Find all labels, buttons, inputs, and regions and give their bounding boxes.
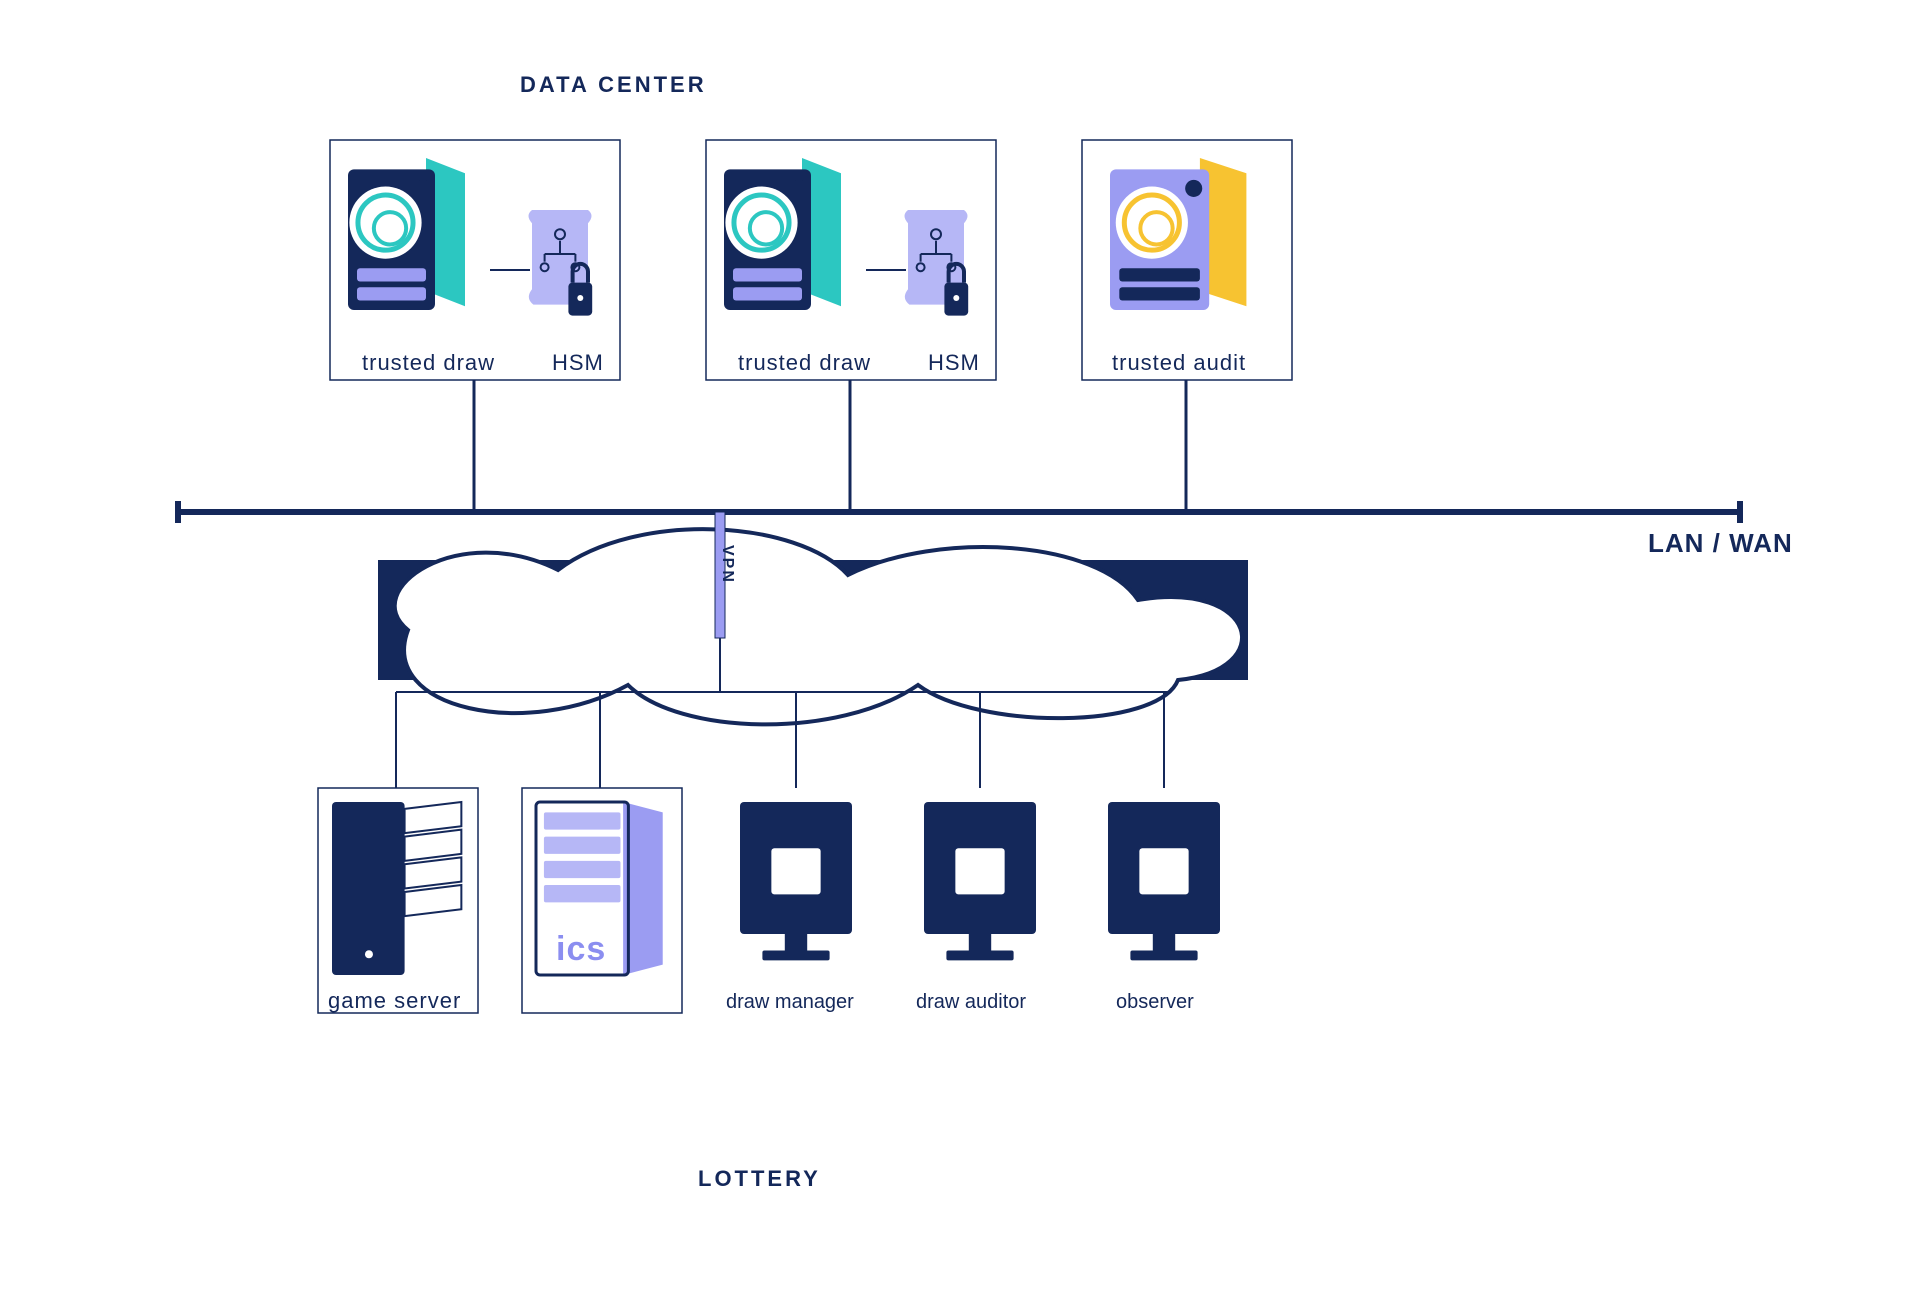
node-label-td1: trusted draw bbox=[362, 350, 495, 375]
monitor-icon bbox=[924, 802, 1036, 960]
node-label-td2: trusted draw bbox=[738, 350, 871, 375]
server-icon bbox=[1110, 158, 1246, 310]
section-title-datacenter: DATA CENTER bbox=[520, 72, 707, 97]
vpn-cloud-icon bbox=[395, 529, 1242, 724]
node-label-dm: draw manager bbox=[726, 991, 854, 1013]
monitor-icon bbox=[1108, 802, 1220, 960]
server-icon bbox=[724, 158, 841, 310]
node-label-da: draw auditor bbox=[916, 991, 1026, 1013]
hsm-icon bbox=[529, 210, 593, 316]
monitor-icon bbox=[740, 802, 852, 960]
hsm-icon bbox=[905, 210, 969, 316]
section-title-lottery: LOTTERY bbox=[698, 1166, 821, 1191]
node-label-ob: observer bbox=[1116, 991, 1194, 1013]
hsm-label-td1: HSM bbox=[552, 350, 604, 375]
node-label-gs: game server bbox=[328, 988, 461, 1013]
server-icon bbox=[348, 158, 465, 310]
hsm-label-td2: HSM bbox=[928, 350, 980, 375]
node-label-ta: trusted audit bbox=[1112, 350, 1246, 375]
vpn-label: VPN bbox=[719, 545, 736, 584]
lan-wan-label: LAN / WAN bbox=[1648, 528, 1793, 558]
node-label-ics: ics bbox=[556, 930, 606, 968]
